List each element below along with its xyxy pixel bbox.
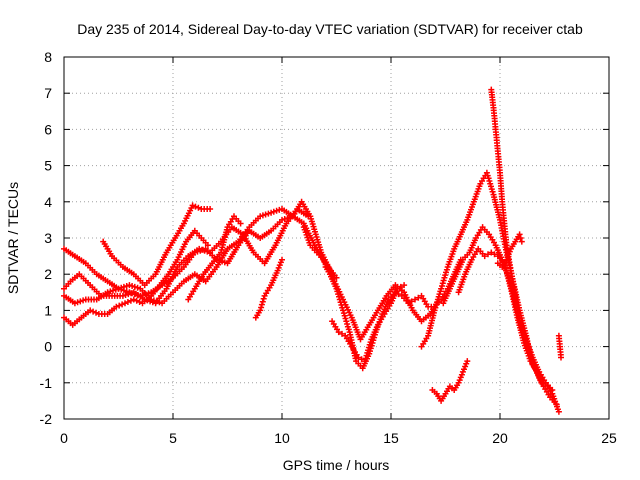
tick-labels: 0 5 10 15 20 25 -2 -1 0 1 2 3 4 5 6 7 8 <box>40 49 617 446</box>
data-point <box>342 315 349 322</box>
x-tick-label: 10 <box>274 430 290 446</box>
data-point <box>237 220 244 227</box>
data-point <box>483 169 490 176</box>
y-tick-label: 4 <box>44 194 52 210</box>
data-point <box>110 287 116 294</box>
y-tick-label: 0 <box>44 339 52 355</box>
data-point <box>439 280 446 287</box>
data-point <box>116 302 123 309</box>
data-point <box>257 307 264 314</box>
data-point <box>412 296 418 303</box>
x-tick-label: 25 <box>601 430 617 446</box>
data-point <box>491 251 498 258</box>
data-point <box>113 303 120 310</box>
series-sat-g <box>252 256 285 321</box>
data-point <box>120 283 127 290</box>
y-tick-label: 6 <box>44 121 52 137</box>
data-point <box>305 213 312 220</box>
data-point <box>362 355 369 362</box>
data-point <box>339 330 345 337</box>
data-point <box>555 408 562 415</box>
data-point <box>189 202 196 209</box>
data-point <box>131 283 138 290</box>
data-point <box>260 295 267 302</box>
data-point <box>394 285 401 292</box>
y-tick-label: 2 <box>44 266 52 282</box>
x-tick-label: 15 <box>383 430 399 446</box>
data-point <box>275 264 282 271</box>
series-sat-e <box>100 202 214 289</box>
series-sat-d <box>61 227 211 328</box>
y-tick-label: 3 <box>44 230 52 246</box>
y-tick-label: 8 <box>44 49 52 65</box>
data-point <box>122 300 128 307</box>
data-point <box>204 248 211 255</box>
y-axis-label: SDTVAR / TECUs <box>5 182 21 294</box>
data-point <box>130 296 137 303</box>
data-point <box>192 203 199 210</box>
data-point <box>358 356 365 363</box>
series-sat-q <box>429 358 471 404</box>
data-point <box>259 298 266 305</box>
data-point <box>90 308 97 315</box>
data-point <box>149 299 156 306</box>
data-point <box>335 329 342 336</box>
data-point <box>401 282 408 289</box>
x-tick-label: 0 <box>60 430 68 446</box>
data-point <box>464 358 471 365</box>
x-tick-label: 5 <box>169 430 177 446</box>
data-point <box>195 204 202 211</box>
series-sat-a <box>61 213 340 299</box>
data-point <box>488 249 495 256</box>
data-point <box>516 231 523 238</box>
data-point <box>489 188 496 195</box>
data-point <box>485 251 491 258</box>
y-tick-label: 5 <box>44 158 52 174</box>
data-point <box>204 242 211 249</box>
data-point <box>558 354 564 361</box>
data-point <box>518 238 525 245</box>
data-point <box>279 256 285 263</box>
data-point <box>553 401 560 408</box>
data-point <box>262 211 269 218</box>
series-sat-p <box>555 332 564 361</box>
data-point <box>517 235 524 241</box>
y-tick-label: 7 <box>44 85 52 101</box>
data-point <box>136 299 143 305</box>
data-point <box>434 299 441 306</box>
data-point <box>258 304 265 311</box>
y-tick-label: -1 <box>40 375 53 391</box>
chart-title: Day 235 of 2014, Sidereal Day-to-day VTE… <box>77 21 583 37</box>
data-point <box>270 208 277 215</box>
y-tick-label: 1 <box>44 302 52 318</box>
data-point <box>355 354 362 361</box>
data-point <box>207 206 214 212</box>
data-point <box>119 301 126 308</box>
y-tick-label: -2 <box>40 411 53 427</box>
series-sat-m <box>455 245 560 408</box>
data-point <box>127 297 134 304</box>
series-sat-o <box>494 231 525 270</box>
data-point <box>124 299 131 305</box>
series-sat-n <box>488 86 556 393</box>
data-point <box>77 298 84 305</box>
grid <box>64 57 609 419</box>
data-point <box>333 274 340 281</box>
series-sat-f <box>185 213 244 303</box>
data-point <box>87 307 94 314</box>
series-sat-j <box>329 282 408 365</box>
data-point <box>458 371 465 378</box>
data-point <box>481 253 488 260</box>
data-points <box>61 86 564 415</box>
x-axis-label: GPS time / hours <box>283 457 390 473</box>
data-point <box>397 283 404 290</box>
data-point <box>415 294 422 301</box>
axis-ticks <box>63 56 610 420</box>
data-point <box>93 309 99 316</box>
data-point <box>133 297 140 304</box>
data-point <box>258 301 265 308</box>
data-point <box>549 387 556 393</box>
x-tick-label: 20 <box>492 430 508 446</box>
